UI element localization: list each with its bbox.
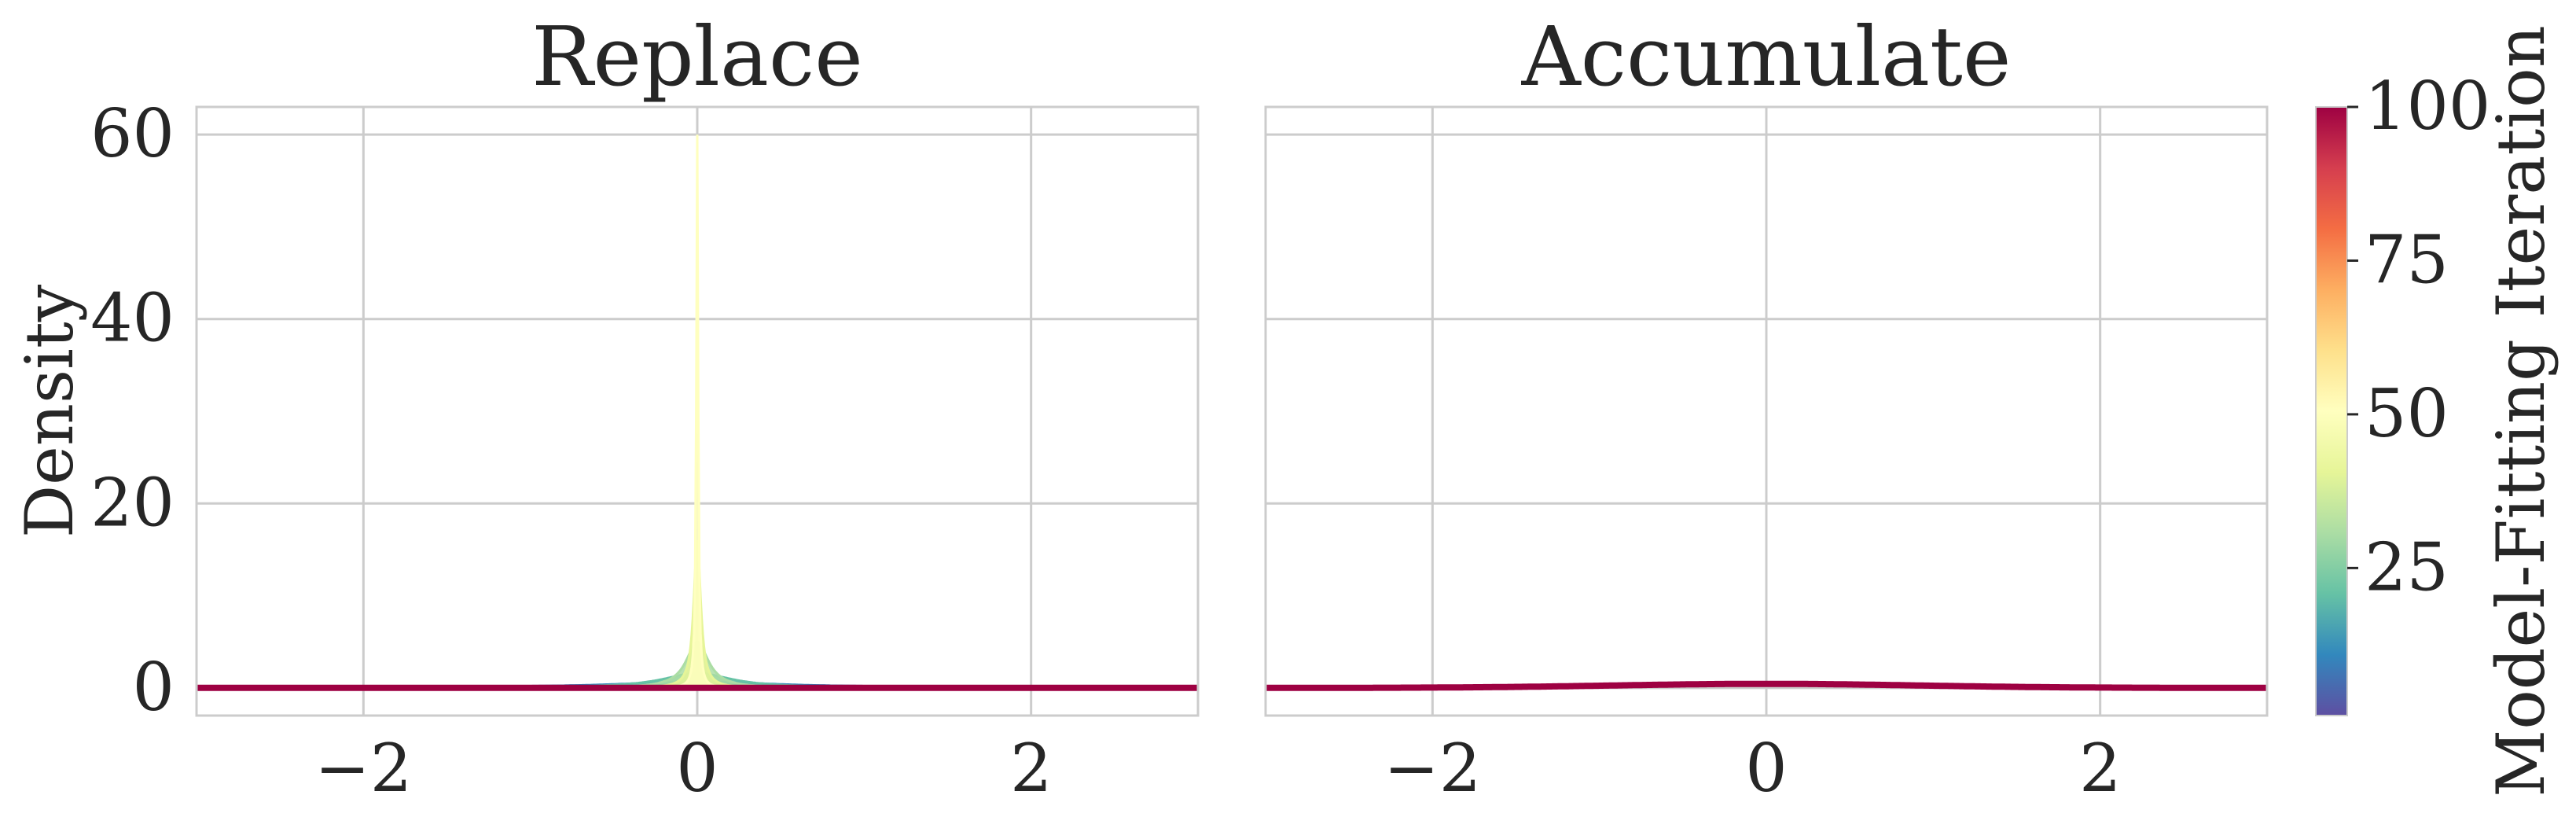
accumulate-x-tick-label: −2: [1384, 730, 1481, 807]
accumulate-grid: [1266, 107, 2267, 716]
replace-y-tick-label: 20: [90, 464, 175, 541]
accumulate-axes-frame: [1264, 105, 2269, 717]
replace-x-tick-label: −2: [314, 730, 412, 807]
accumulate-x-ticks: −2 0 2: [1384, 730, 2121, 807]
replace-density-iter-50: [197, 134, 1198, 690]
replace-y-tick-label: 60: [90, 95, 175, 172]
colorbar: 25 50 75 100 Model-Fitting Iteration: [2315, 25, 2559, 797]
accumulate-panel: Accumulate −2 0 2: [1264, 9, 2269, 807]
accumulate-title: Accumulate: [1521, 9, 2012, 105]
replace-title: Replace: [531, 9, 862, 105]
colorbar-frame: [2315, 106, 2348, 716]
colorbar-label: Model-Fitting Iteration: [2482, 25, 2559, 797]
replace-y-tick-label: 0: [133, 649, 175, 726]
replace-y-ticks: 0 20 40 60: [90, 95, 175, 726]
replace-y-tick-label: 40: [90, 280, 175, 357]
replace-panel: Replace Density −2 0 2 0 20 40 60: [11, 9, 1200, 807]
accumulate-curves: [1266, 680, 2267, 691]
replace-curves: [197, 134, 1198, 691]
colorbar-tick-label: 100: [2365, 68, 2490, 145]
accumulate-x-tick-label: 2: [2079, 730, 2121, 807]
density-y-label: Density: [11, 284, 88, 538]
accumulate-x-tick-label: 0: [1745, 730, 1787, 807]
colorbar-tick-label: 75: [2365, 221, 2449, 298]
replace-x-tick-label: 0: [676, 730, 718, 807]
replace-x-tick-label: 2: [1010, 730, 1052, 807]
replace-x-ticks: −2 0 2: [314, 730, 1052, 807]
colorbar-tick-label: 25: [2365, 528, 2449, 605]
replace-axes-frame: [195, 105, 1200, 717]
colorbar-tick-label: 50: [2365, 375, 2449, 452]
colorbar-gradient: [2316, 107, 2347, 716]
accumulate-density-iter-100: [1266, 680, 2267, 691]
colorbar-ticks: 25 50 75 100: [2347, 68, 2490, 605]
